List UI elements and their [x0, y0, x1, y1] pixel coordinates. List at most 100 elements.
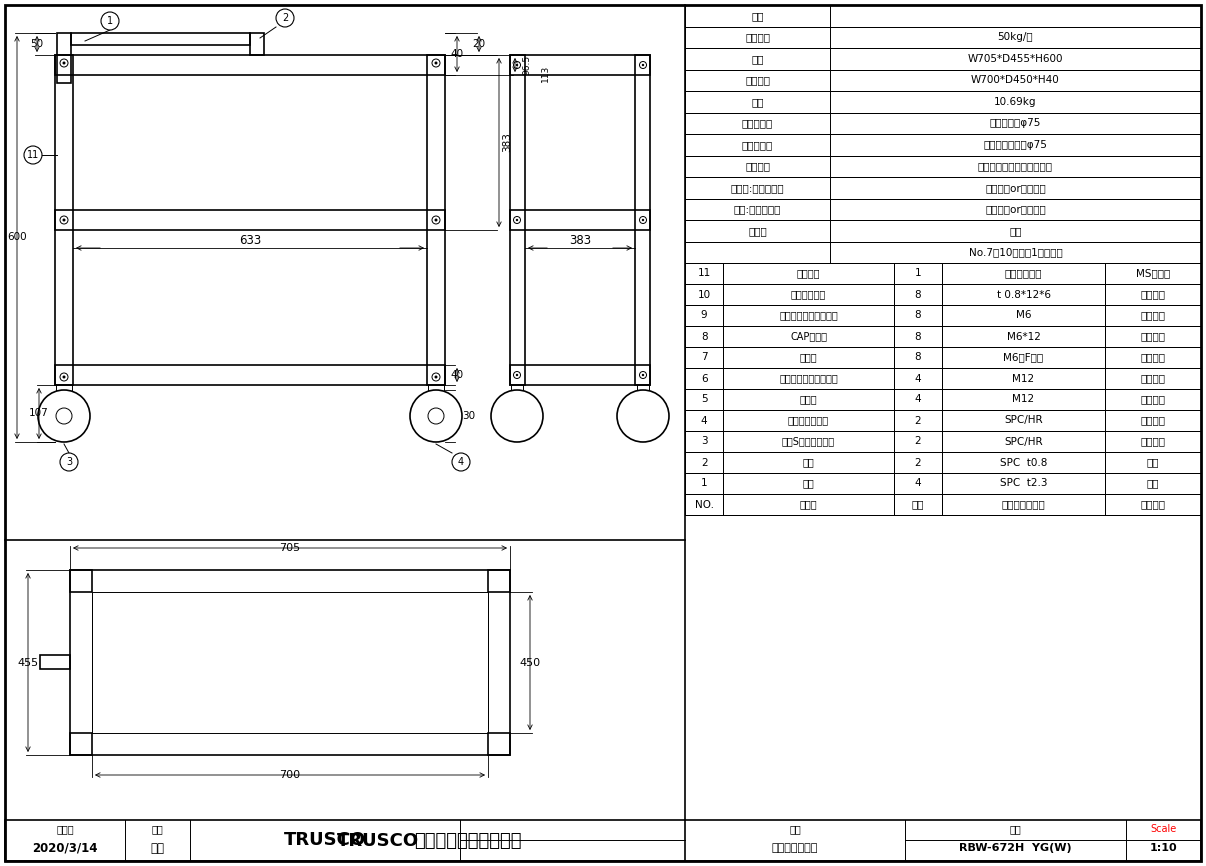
Bar	[685, 69, 830, 91]
Bar	[685, 5, 830, 27]
Text: 10: 10	[697, 289, 710, 300]
Bar	[636, 55, 650, 385]
Bar	[685, 494, 1201, 515]
Bar	[685, 389, 724, 410]
Circle shape	[276, 9, 294, 27]
Bar	[510, 210, 650, 230]
Bar	[685, 198, 830, 220]
Bar	[894, 284, 942, 305]
Bar	[685, 305, 1201, 326]
Bar	[685, 284, 1201, 305]
Bar	[40, 655, 70, 669]
Text: 383: 383	[502, 132, 513, 152]
Text: 1: 1	[701, 479, 708, 488]
Text: ユニクロ: ユニクロ	[1141, 289, 1166, 300]
Bar	[685, 452, 724, 473]
Text: ユニクロ: ユニクロ	[1141, 332, 1166, 341]
Bar	[942, 368, 1106, 389]
Circle shape	[516, 374, 519, 376]
Text: 455: 455	[17, 657, 39, 668]
Text: MSパイプ: MSパイプ	[1136, 268, 1170, 279]
Bar	[55, 210, 445, 230]
Bar	[685, 431, 1201, 452]
Text: 材質　厚・品番: 材質 厚・品番	[1002, 500, 1046, 509]
Bar	[894, 494, 942, 515]
Bar	[942, 389, 1106, 410]
Text: 383: 383	[569, 234, 591, 247]
Bar	[685, 91, 1201, 113]
Text: 6: 6	[701, 373, 708, 384]
Bar	[685, 368, 724, 389]
Text: SPC/HR: SPC/HR	[1005, 416, 1043, 425]
Bar	[724, 473, 894, 494]
Bar	[1106, 326, 1201, 347]
Text: 4: 4	[458, 457, 464, 467]
Bar	[685, 113, 830, 134]
Bar	[685, 134, 1201, 156]
Bar	[5, 820, 1201, 861]
Text: キャスター: キャスター	[742, 119, 773, 128]
Text: TRUSCO: TRUSCO	[336, 832, 418, 850]
Text: 9: 9	[701, 311, 708, 320]
Text: 2: 2	[914, 436, 921, 447]
Bar	[685, 347, 1201, 368]
Bar	[1106, 431, 1201, 452]
Text: 1: 1	[107, 16, 113, 26]
Bar	[1106, 494, 1201, 515]
Bar	[92, 592, 488, 733]
Circle shape	[63, 218, 65, 222]
Bar	[488, 733, 510, 755]
Text: ゴム自在車コ付φ75: ゴム自在車コ付φ75	[984, 139, 1048, 150]
Text: 1: 1	[914, 268, 921, 279]
Bar	[685, 242, 1201, 263]
Text: ハンドル: ハンドル	[797, 268, 820, 279]
Bar	[685, 198, 1201, 220]
Circle shape	[60, 453, 78, 471]
Bar	[894, 326, 942, 347]
Text: ゴム自在車φ75: ゴム自在車φ75	[990, 119, 1041, 128]
Text: 40: 40	[450, 370, 463, 380]
Bar	[942, 452, 1106, 473]
Text: グリーンorホワイト: グリーンorホワイト	[985, 204, 1046, 214]
Circle shape	[452, 453, 470, 471]
Text: M12: M12	[1013, 395, 1035, 404]
Bar	[724, 368, 894, 389]
Bar	[1106, 410, 1201, 431]
Circle shape	[434, 61, 438, 64]
Circle shape	[63, 61, 65, 64]
Bar	[685, 177, 1201, 198]
Text: 4: 4	[914, 373, 921, 384]
Text: 3: 3	[66, 457, 72, 467]
Text: 8: 8	[914, 311, 921, 320]
Bar	[685, 263, 724, 284]
Bar	[685, 242, 830, 263]
Bar	[70, 570, 92, 592]
Bar	[894, 305, 942, 326]
Bar	[1106, 368, 1201, 389]
Text: 棚板: 棚板	[803, 457, 814, 468]
Bar	[724, 305, 894, 326]
Text: ユニクロ: ユニクロ	[1141, 352, 1166, 363]
Text: 10.69kg: 10.69kg	[994, 97, 1037, 107]
Bar	[685, 368, 1201, 389]
Text: M6: M6	[1015, 311, 1031, 320]
Bar	[724, 494, 894, 515]
Text: ユニクロ: ユニクロ	[1141, 311, 1166, 320]
Text: SPC/HR: SPC/HR	[1005, 436, 1043, 447]
Text: 2: 2	[701, 457, 708, 468]
Text: トラスコ中山株式会社: トラスコ中山株式会社	[414, 832, 521, 850]
Bar	[685, 48, 830, 69]
Circle shape	[642, 374, 644, 376]
Text: TRUSCO: TRUSCO	[283, 831, 367, 849]
Bar	[685, 284, 724, 305]
Bar	[894, 431, 942, 452]
Bar	[685, 113, 1201, 134]
Bar	[942, 284, 1106, 305]
Text: 3: 3	[701, 436, 708, 447]
Text: 個数: 個数	[912, 500, 924, 509]
Text: W705*D455*H600: W705*D455*H600	[967, 54, 1064, 64]
Bar	[685, 69, 1201, 91]
Circle shape	[24, 146, 42, 164]
Text: 寸法: 寸法	[751, 54, 763, 64]
Text: 705: 705	[280, 543, 300, 553]
